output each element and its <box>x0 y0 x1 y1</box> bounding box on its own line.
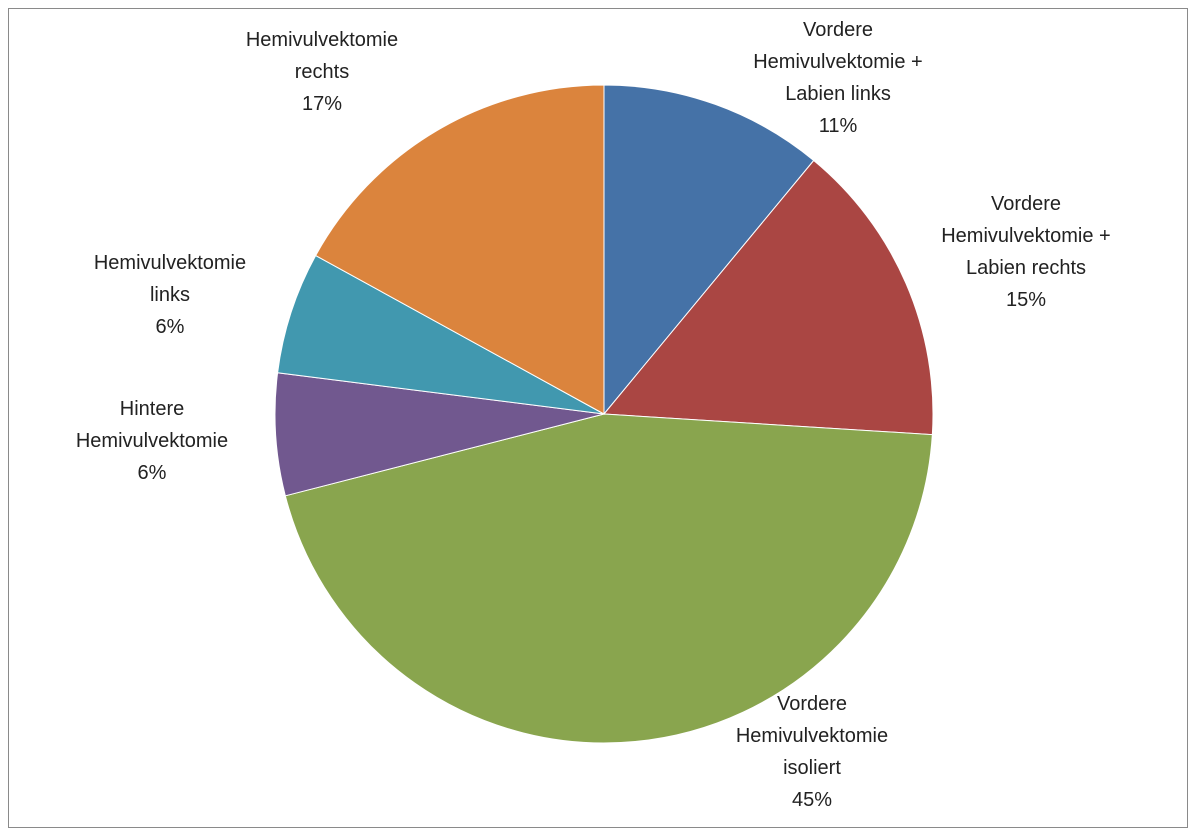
slice-label: Hintere Hemivulvektomie 6% <box>59 393 245 489</box>
value-label: 6% <box>137 462 167 484</box>
pie-slice <box>315 84 605 415</box>
pie-slice <box>274 372 605 497</box>
category-label: Vordere Hemivulvektomie + Labien rechts <box>941 193 1111 279</box>
slice-label: Hemivulvektomie rechts 17% <box>229 24 415 120</box>
category-label: Hemivulvektomie rechts <box>245 29 399 83</box>
value-label: 6% <box>155 316 185 338</box>
value-label: 11% <box>818 115 858 137</box>
value-label: 45% <box>791 789 833 811</box>
slice-label: Vordere Hemivulvektomie isoliert 45% <box>719 688 905 816</box>
category-label: Hemivulvektomie links <box>93 252 247 306</box>
category-label: Vordere Hemivulvektomie isoliert <box>735 693 889 779</box>
value-label: 17% <box>301 93 343 115</box>
pie-slice <box>602 159 934 436</box>
slice-label: Vordere Hemivulvektomie + Labien links 11… <box>745 14 931 142</box>
category-label: Vordere Hemivulvektomie + Labien links <box>753 19 923 105</box>
slice-label: Hemivulvektomie links 6% <box>77 247 263 343</box>
value-label: 15% <box>1005 289 1047 311</box>
pie-slice <box>277 254 605 415</box>
pie-slice <box>603 84 815 416</box>
pie-slice <box>284 413 933 744</box>
category-label: Hintere Hemivulvektomie <box>75 398 229 452</box>
slice-label: Vordere Hemivulvektomie + Labien rechts 1… <box>933 188 1119 316</box>
